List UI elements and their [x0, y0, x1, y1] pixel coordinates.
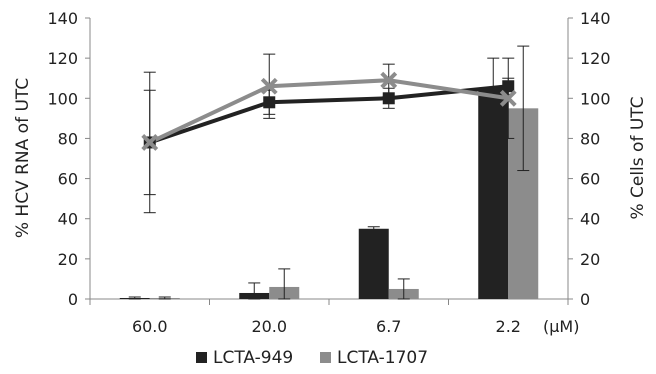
marker-stroke [141, 134, 159, 151]
left-tick-label: 140 [47, 9, 78, 28]
x-tick-label: 2.2 [496, 317, 521, 336]
right-tick-label: 0 [580, 290, 590, 309]
legend: LCTA-949 LCTA-1707 [196, 348, 428, 368]
right-tick-label: 20 [580, 250, 600, 269]
data-point-x [141, 134, 159, 151]
bars-group [119, 45, 539, 300]
bar [478, 88, 509, 299]
data-point-square [382, 92, 395, 105]
right-tick-label: 40 [580, 210, 600, 229]
left-tick-label: 60 [58, 170, 78, 189]
ticks-group: 0 20 40 60 80 100 120 140 0 20 40 60 80 100 120 140 60.0… [47, 9, 610, 336]
legend-swatch [196, 352, 207, 363]
lines-group [141, 53, 517, 214]
legend-label: LCTA-949 [213, 348, 293, 368]
right-tick-label: 80 [580, 129, 600, 148]
right-tick-label: 120 [580, 49, 611, 68]
left-tick-label: 80 [58, 129, 78, 148]
left-tick-label: 0 [68, 290, 78, 309]
data-point-x [380, 71, 398, 89]
right-tick-label: 100 [580, 89, 611, 108]
bar [358, 228, 389, 299]
series-line [148, 78, 509, 145]
left-tick-label: 100 [47, 89, 78, 108]
x-tick-label: 60.0 [132, 317, 168, 336]
left-tick-label: 40 [58, 210, 78, 229]
x-tick-label: 20.0 [251, 317, 287, 336]
series-line [149, 84, 509, 145]
data-point-square [502, 80, 515, 93]
marker-stroke [499, 89, 517, 107]
legend-label: LCTA-1707 [337, 348, 428, 368]
right-axis-title: % Cells of UTC [628, 96, 648, 219]
right-tick-label: 140 [580, 9, 611, 28]
marker-stroke [380, 71, 398, 89]
data-point-x [499, 89, 517, 107]
right-tick-label: 60 [580, 170, 600, 189]
data-point-square [263, 96, 276, 109]
marker-stroke [260, 77, 278, 95]
legend-swatch [320, 352, 331, 363]
x-tick-label: 6.7 [376, 317, 401, 336]
left-tick-label: 120 [47, 49, 78, 68]
left-tick-label: 20 [58, 250, 78, 269]
left-axis-title: % HCV RNA of UTC [13, 78, 33, 238]
data-point-x [260, 77, 278, 95]
x-unit-label: (μM) [543, 317, 579, 336]
